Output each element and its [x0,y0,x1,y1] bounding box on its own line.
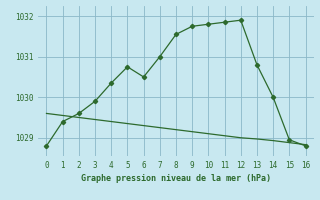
X-axis label: Graphe pression niveau de la mer (hPa): Graphe pression niveau de la mer (hPa) [81,174,271,183]
